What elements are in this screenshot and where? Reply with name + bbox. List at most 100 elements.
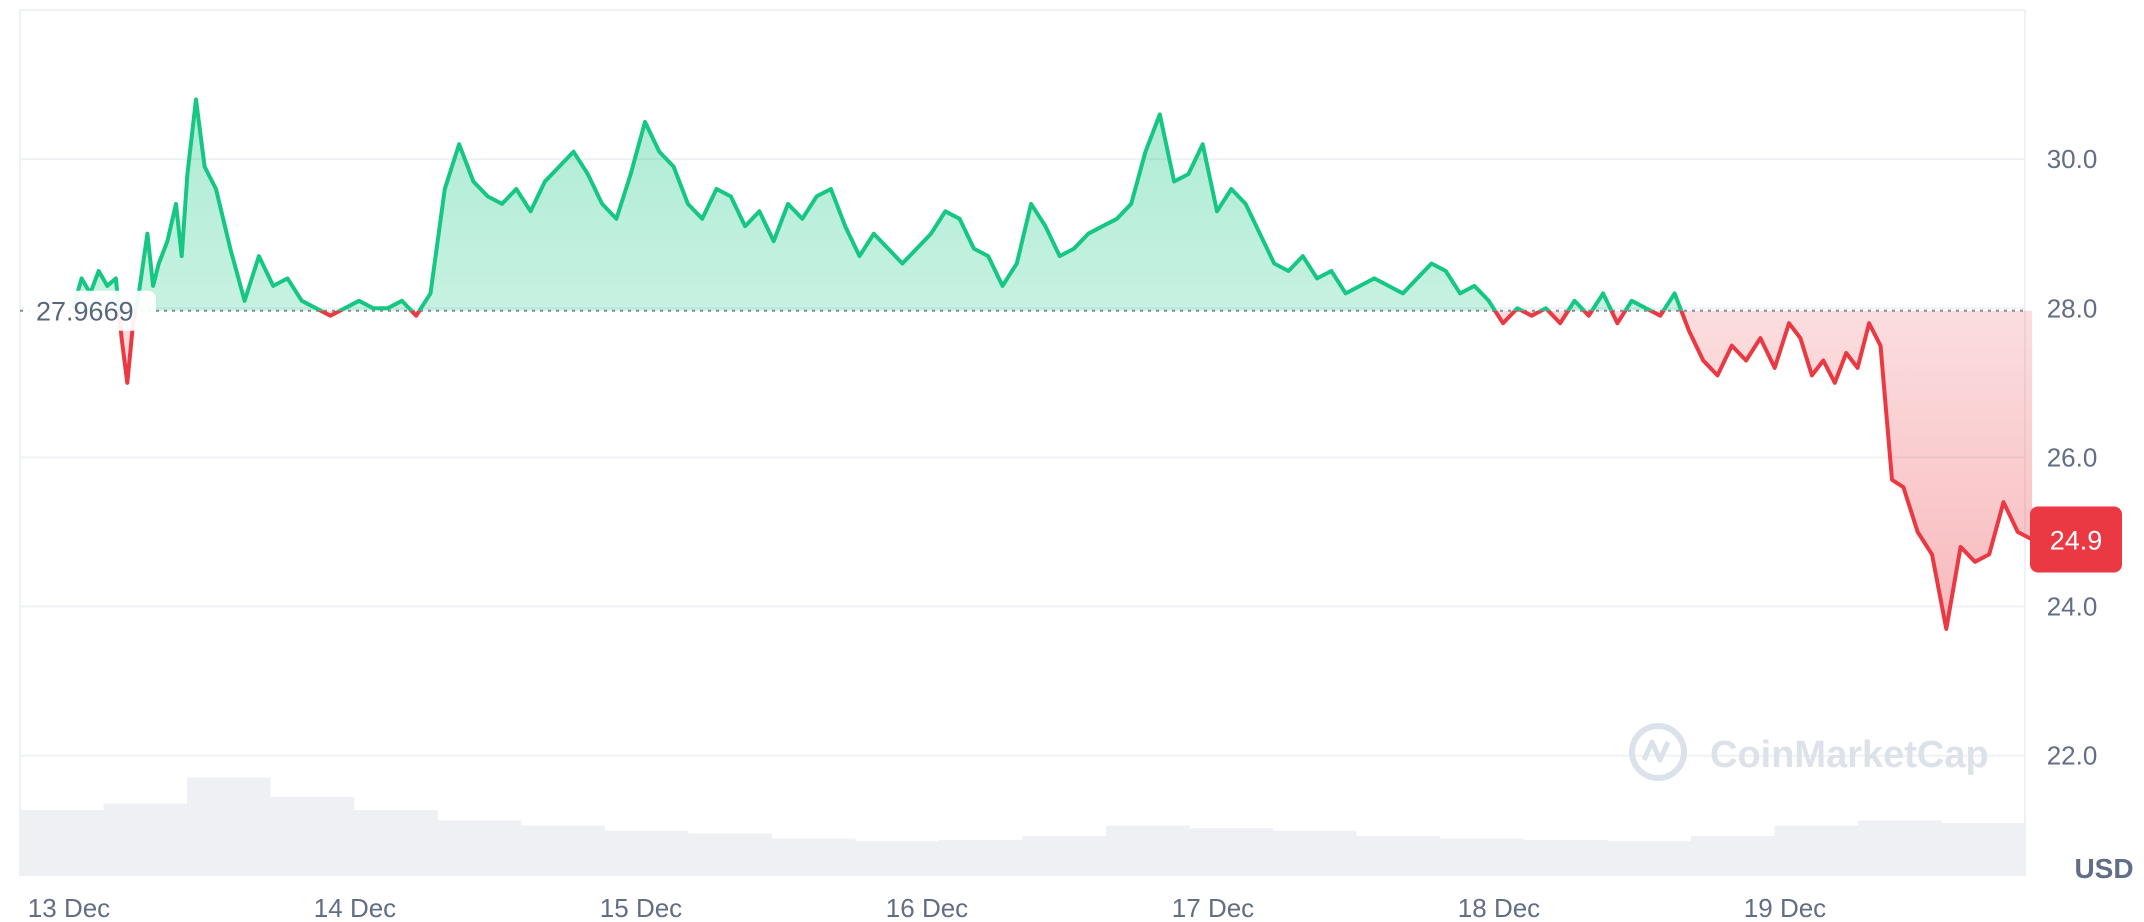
price-point xyxy=(1359,284,1362,287)
price-point xyxy=(1401,292,1404,295)
price-point xyxy=(372,307,375,310)
price-point xyxy=(120,337,123,340)
current-price-value: 24.9 xyxy=(2050,525,2103,555)
x-tick-label: 16 Dec xyxy=(886,893,968,922)
price-point xyxy=(1258,232,1261,235)
volume-area xyxy=(20,777,2025,875)
price-point xyxy=(1822,359,1825,362)
x-tick-label: 14 Dec xyxy=(314,893,396,922)
x-tick-label: 19 Dec xyxy=(1744,893,1826,922)
price-point xyxy=(106,284,109,287)
price-point xyxy=(930,232,933,235)
price-point xyxy=(829,187,832,190)
price-point xyxy=(1702,359,1705,362)
price-point xyxy=(1630,299,1633,302)
price-point xyxy=(1687,329,1690,332)
price-point xyxy=(486,195,489,198)
price-point xyxy=(1373,277,1376,280)
price-point xyxy=(1879,344,1882,347)
price-point xyxy=(558,165,561,168)
price-point xyxy=(915,247,918,250)
price-point xyxy=(701,217,704,220)
x-tick-label: 17 Dec xyxy=(1172,893,1254,922)
price-point xyxy=(146,232,149,235)
price-point xyxy=(572,150,575,153)
price-point xyxy=(901,262,904,265)
price-point xyxy=(1673,292,1676,295)
price-point xyxy=(543,180,546,183)
price-point xyxy=(629,173,632,176)
price-point xyxy=(1073,247,1076,250)
price-point xyxy=(343,307,346,310)
area-fill-above xyxy=(73,99,2033,311)
price-point xyxy=(515,187,518,190)
price-point xyxy=(1459,292,1462,295)
current-price-badge: 24.9 xyxy=(2030,506,2122,573)
price-point xyxy=(472,180,475,183)
price-point xyxy=(97,269,100,272)
price-line-up xyxy=(71,97,1684,311)
price-point xyxy=(1030,202,1033,205)
price-point xyxy=(1902,486,1905,489)
price-point xyxy=(644,120,647,123)
y-tick-label: 22.0 xyxy=(2047,741,2098,771)
price-point xyxy=(658,150,661,153)
y-tick-label: 26.0 xyxy=(2047,442,2098,472)
price-point xyxy=(1833,381,1836,384)
price-point xyxy=(1602,292,1605,295)
price-point xyxy=(1301,255,1304,258)
y-tick-label: 30.0 xyxy=(2047,144,2098,174)
price-point xyxy=(415,314,418,317)
price-point xyxy=(758,210,761,213)
price-point xyxy=(1487,299,1490,302)
price-point xyxy=(801,217,804,220)
price-point xyxy=(1730,344,1733,347)
price-point xyxy=(1144,150,1147,153)
x-tick-label: 18 Dec xyxy=(1458,893,1540,922)
price-point xyxy=(1516,307,1519,310)
price-point xyxy=(1959,545,1962,548)
price-point xyxy=(1244,202,1247,205)
price-point xyxy=(1001,284,1004,287)
price-point xyxy=(672,165,675,168)
price-point xyxy=(1430,262,1433,265)
price-point xyxy=(180,255,183,258)
price-point xyxy=(315,307,318,310)
x-tick-label: 13 Dec xyxy=(28,893,110,922)
price-point xyxy=(1287,269,1290,272)
y-axis: 30.0 28.0 26.0 24.0 22.0 xyxy=(2047,144,2098,771)
area-fill-below xyxy=(118,310,2033,629)
price-point xyxy=(1773,366,1776,369)
price-point xyxy=(872,232,875,235)
price-point xyxy=(1115,217,1118,220)
reference-label: 27.9669 xyxy=(24,290,156,331)
price-point xyxy=(1559,322,1562,325)
price-point xyxy=(1945,627,1948,630)
price-point xyxy=(1759,337,1762,340)
price-point xyxy=(686,202,689,205)
price-point xyxy=(1330,269,1333,272)
price-point xyxy=(1868,322,1871,325)
price-point xyxy=(166,240,169,243)
price-point xyxy=(1645,307,1648,310)
price-point xyxy=(458,143,461,146)
price-point xyxy=(1344,292,1347,295)
price-point xyxy=(1988,553,1991,556)
price-point xyxy=(1444,269,1447,272)
price-point xyxy=(2002,501,2005,504)
price-point xyxy=(1890,478,1893,481)
price-point xyxy=(815,195,818,198)
price-point xyxy=(203,165,206,168)
price-point xyxy=(1130,202,1133,205)
price-point xyxy=(1473,284,1476,287)
price-point xyxy=(286,277,289,280)
price-point xyxy=(944,210,947,213)
price-point xyxy=(529,210,532,213)
price-point xyxy=(1745,359,1748,362)
price-point xyxy=(2016,530,2019,533)
price-point xyxy=(615,217,618,220)
price-point xyxy=(80,277,83,280)
y-tick-label: 24.0 xyxy=(2047,592,2098,622)
price-point xyxy=(174,202,177,205)
